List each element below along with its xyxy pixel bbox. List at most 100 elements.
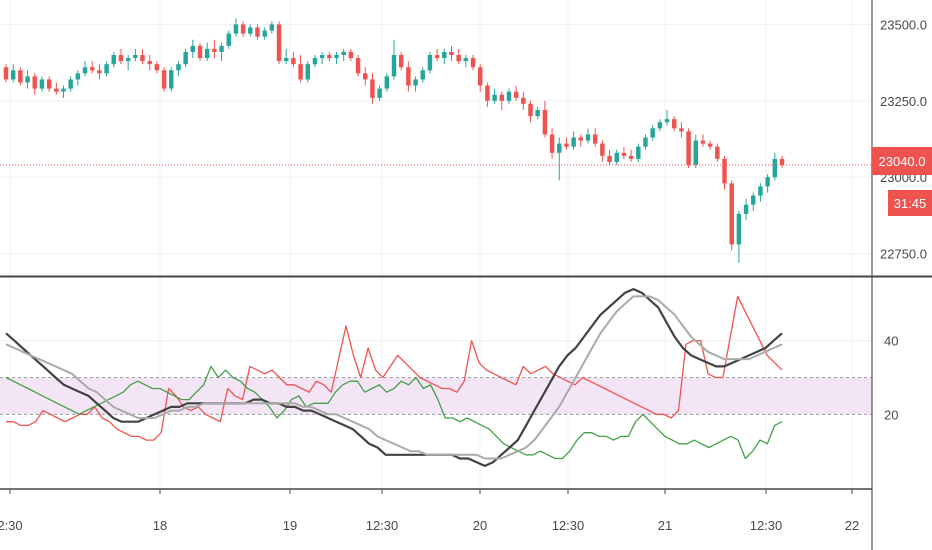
candle[interactable] <box>25 70 30 89</box>
candle[interactable] <box>650 125 655 141</box>
candle[interactable] <box>578 134 584 147</box>
candle[interactable] <box>183 48 188 68</box>
candle[interactable] <box>169 67 174 92</box>
candle[interactable] <box>528 100 533 123</box>
candle[interactable] <box>564 137 569 150</box>
candle[interactable] <box>248 24 253 37</box>
candle[interactable] <box>420 67 425 83</box>
candle[interactable] <box>10 64 16 83</box>
candle[interactable] <box>262 27 267 40</box>
candle[interactable] <box>3 64 9 83</box>
candle[interactable] <box>700 134 706 147</box>
candle[interactable] <box>147 55 152 71</box>
candle[interactable] <box>54 82 59 95</box>
candle[interactable] <box>470 55 476 71</box>
candle[interactable] <box>729 180 734 251</box>
candle[interactable] <box>535 106 540 120</box>
candle[interactable] <box>628 149 634 162</box>
candle[interactable] <box>542 100 548 138</box>
candle[interactable] <box>133 48 138 62</box>
candle[interactable] <box>104 61 109 77</box>
candle[interactable] <box>549 128 555 159</box>
candle[interactable] <box>693 134 699 169</box>
candle[interactable] <box>521 91 526 110</box>
indicator-series-3[interactable] <box>5 288 783 467</box>
candle[interactable] <box>377 85 382 101</box>
candle[interactable] <box>255 24 260 40</box>
candle[interactable] <box>291 51 296 68</box>
candle[interactable] <box>212 39 217 59</box>
candle[interactable] <box>118 48 124 65</box>
candle[interactable] <box>97 64 102 80</box>
candle[interactable] <box>643 134 648 150</box>
candle[interactable] <box>485 82 490 107</box>
candle[interactable] <box>736 210 742 263</box>
candle[interactable] <box>456 48 461 65</box>
candle[interactable] <box>463 55 469 68</box>
candle[interactable] <box>607 149 612 165</box>
candle[interactable] <box>226 30 231 49</box>
candle[interactable] <box>176 61 181 77</box>
candle[interactable] <box>190 39 196 59</box>
candle[interactable] <box>657 119 663 132</box>
candle[interactable] <box>664 110 670 126</box>
candle[interactable] <box>779 155 785 169</box>
indicator-lines[interactable] <box>5 288 783 467</box>
candle[interactable] <box>283 48 289 65</box>
candle[interactable] <box>39 76 45 92</box>
candle[interactable] <box>341 48 346 62</box>
price-candles[interactable] <box>3 18 785 263</box>
indicator-series-2[interactable] <box>5 365 783 460</box>
candle[interactable] <box>204 42 210 62</box>
indicator-series-4[interactable] <box>5 295 783 460</box>
candle[interactable] <box>686 128 691 169</box>
candle[interactable] <box>125 55 131 71</box>
candle[interactable] <box>161 67 167 92</box>
candle[interactable] <box>61 85 66 98</box>
candle[interactable] <box>506 88 512 104</box>
candle[interactable] <box>671 116 677 132</box>
candle[interactable] <box>312 55 318 68</box>
indicator-series-1[interactable] <box>6 295 783 441</box>
candle[interactable] <box>427 51 433 74</box>
candle[interactable] <box>614 149 619 165</box>
candle[interactable] <box>233 18 239 37</box>
candle[interactable] <box>219 42 224 62</box>
candle[interactable] <box>32 73 37 95</box>
candle[interactable] <box>370 73 375 104</box>
candle[interactable] <box>140 48 145 65</box>
candle[interactable] <box>449 45 454 62</box>
candle[interactable] <box>571 131 576 150</box>
candle[interactable] <box>413 76 418 92</box>
candle[interactable] <box>765 174 770 193</box>
candle[interactable] <box>82 61 88 77</box>
candle[interactable] <box>772 152 778 181</box>
candle[interactable] <box>557 137 562 181</box>
candle[interactable] <box>743 198 749 220</box>
candle[interactable] <box>197 42 203 62</box>
candle[interactable] <box>111 51 117 68</box>
candle[interactable] <box>384 73 390 92</box>
candle[interactable] <box>499 91 505 110</box>
candle[interactable] <box>434 48 440 62</box>
candle[interactable] <box>305 61 311 83</box>
candle[interactable] <box>679 122 684 138</box>
candle[interactable] <box>398 51 404 71</box>
candle[interactable] <box>758 183 763 202</box>
candle[interactable] <box>722 155 727 190</box>
candle[interactable] <box>406 61 411 92</box>
candle[interactable] <box>585 128 591 144</box>
candle[interactable] <box>298 55 303 83</box>
candle[interactable] <box>621 146 627 159</box>
candle[interactable] <box>715 143 720 162</box>
candle[interactable] <box>334 51 339 65</box>
candle[interactable] <box>707 140 713 150</box>
candle[interactable] <box>477 64 483 92</box>
candle[interactable] <box>319 51 325 65</box>
candle[interactable] <box>348 48 354 62</box>
candle[interactable] <box>442 48 447 65</box>
candle[interactable] <box>240 21 246 37</box>
candle[interactable] <box>327 51 332 62</box>
candle[interactable] <box>355 55 361 77</box>
